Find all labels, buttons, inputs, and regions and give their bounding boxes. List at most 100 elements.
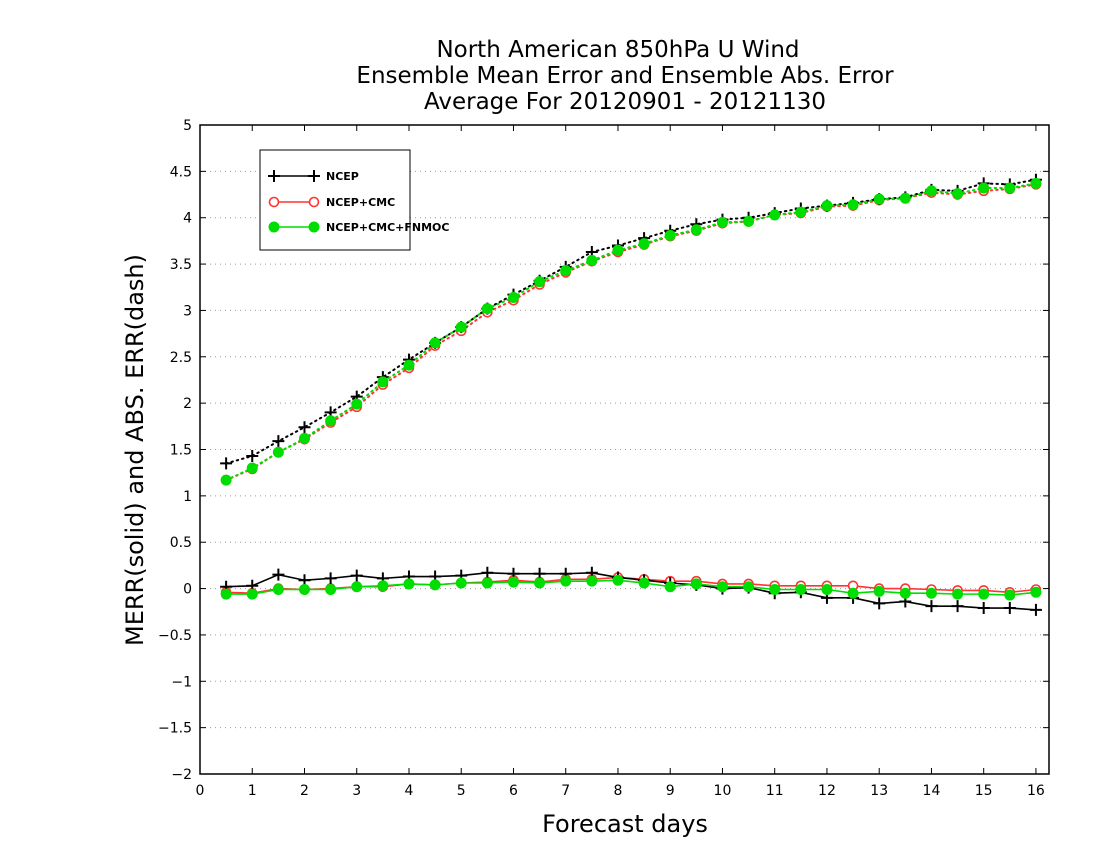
- merr-point-ncep-cmc-fnmoc: [743, 581, 755, 593]
- abs-err-point-ncep-cmc-fnmoc: [638, 238, 650, 250]
- merr-point-ncep-cmc-fnmoc: [560, 575, 572, 587]
- series-lines: [220, 173, 1042, 616]
- merr-point-ncep-cmc-fnmoc: [925, 587, 937, 599]
- merr-point-ncep-cmc-fnmoc: [821, 583, 833, 595]
- x-tick-label: 16: [1027, 783, 1045, 799]
- abs-err-point-ncep-cmc-fnmoc: [821, 200, 833, 212]
- merr-point-ncep-cmc-fnmoc: [481, 577, 493, 589]
- x-tick-label: 0: [196, 783, 205, 799]
- x-axis-label: Forecast days: [542, 810, 708, 838]
- abs-err-point-ncep-cmc-fnmoc: [272, 446, 284, 458]
- abs-err-point-ncep-cmc-fnmoc: [560, 265, 572, 277]
- x-tick-label: 11: [766, 783, 784, 799]
- abs-err-point-ncep-cmc-fnmoc: [612, 244, 624, 256]
- merr-point-ncep-cmc-fnmoc: [403, 578, 415, 590]
- merr-point-ncep-cmc-fnmoc: [873, 585, 885, 597]
- merr-point-ncep-cmc-fnmoc: [690, 578, 702, 590]
- x-tick-label: 10: [714, 783, 732, 799]
- merr-point-ncep-cmc-fnmoc: [377, 580, 389, 592]
- title-line-1: North American 850hPa U Wind: [436, 37, 799, 63]
- merr-point-ncep-cmc-fnmoc: [899, 587, 911, 599]
- merr-point-ncep: [1003, 602, 1016, 615]
- abs-err-point-ncep-cmc-fnmoc: [246, 462, 258, 474]
- merr-point-ncep: [350, 569, 363, 582]
- x-tick-label: 2: [300, 783, 309, 799]
- x-tick-label: 3: [352, 783, 361, 799]
- abs-err-point-ncep-cmc-fnmoc: [873, 193, 885, 205]
- legend-label: NCEP+CMC+FNMOC: [326, 221, 449, 234]
- title-line-2: Ensemble Mean Error and Ensemble Abs. Er…: [356, 63, 894, 89]
- y-axis-label: MERR(solid) and ABS. ERR(dash): [121, 254, 149, 646]
- x-tick-label: 9: [666, 783, 675, 799]
- legend-label: NCEP: [326, 170, 359, 183]
- x-tick-label: 4: [405, 783, 414, 799]
- chart-title: North American 850hPa U Wind Ensemble Me…: [356, 37, 894, 115]
- y-tick-label: 4: [183, 211, 192, 227]
- legend-box: [259, 149, 411, 251]
- y-tick-label: 0: [183, 582, 192, 598]
- abs-err-point-ncep-cmc-fnmoc: [351, 398, 363, 410]
- abs-err-point-ncep-cmc-fnmoc: [325, 415, 337, 427]
- merr-point-ncep-cmc-fnmoc: [298, 583, 310, 595]
- abs-err-point-ncep-cmc-fnmoc: [978, 182, 990, 194]
- merr-point-ncep: [925, 600, 938, 613]
- abs-err-point-ncep-cmc-fnmoc: [429, 337, 441, 349]
- merr-line-ncep-cmc-fnmoc: [226, 579, 1037, 596]
- abs-err-point-ncep: [220, 457, 233, 470]
- y-tick-label: 1.5: [170, 443, 192, 459]
- merr-point-ncep-cmc-fnmoc: [429, 579, 441, 591]
- merr-point-ncep-cmc-fnmoc: [664, 581, 676, 593]
- abs-err-point-ncep-cmc-fnmoc: [952, 188, 964, 200]
- merr-point-ncep-cmc-fnmoc: [1030, 586, 1042, 598]
- legend-marker: [268, 170, 280, 182]
- merr-point-ncep-cmc-fnmoc: [716, 581, 728, 593]
- merr-point-ncep-cmc-fnmoc: [952, 588, 964, 600]
- legend-entries: NCEP NCEP+CMC NCEP+CMC+FNMOC: [268, 170, 449, 234]
- merr-point-ncep-cmc-fnmoc: [847, 587, 859, 599]
- x-tick-label: 8: [614, 783, 623, 799]
- abs-err-point-ncep-cmc-fnmoc: [899, 192, 911, 204]
- merr-line-ncep: [226, 572, 1036, 611]
- y-tick-label: 1: [183, 489, 192, 505]
- y-tick-label: 3.5: [170, 257, 192, 273]
- abs-err-point-ncep-cmc-fnmoc: [455, 321, 467, 333]
- merr-point-ncep-cmc-fnmoc: [507, 576, 519, 588]
- abs-err-point-ncep: [272, 435, 285, 448]
- abs-err-point-ncep-cmc-fnmoc: [481, 303, 493, 315]
- legend: NCEP NCEP+CMC NCEP+CMC+FNMOC: [259, 149, 449, 251]
- merr-point-ncep-cmc-fnmoc: [325, 583, 337, 595]
- y-tick-label: 3: [183, 303, 192, 319]
- merr-point-ncep: [481, 566, 494, 579]
- abs-err-point-ncep-cmc-fnmoc: [795, 206, 807, 218]
- legend-marker: [268, 196, 280, 208]
- merr-point-ncep: [324, 572, 337, 585]
- merr-point-ncep-cmc-fnmoc: [769, 583, 781, 595]
- merr-point-ncep: [272, 568, 285, 581]
- merr-point-ncep: [977, 602, 990, 615]
- merr-line-ncep-cmc: [226, 576, 1037, 595]
- y-tick-label: 0.5: [170, 535, 192, 551]
- legend-marker: [308, 221, 320, 233]
- x-tick-label: 1: [248, 783, 257, 799]
- gridlines: [200, 170, 1049, 729]
- merr-point-ncep: [951, 600, 964, 613]
- abs-err-point-ncep-cmc-fnmoc: [716, 216, 728, 228]
- merr-point-ncep-cmc-fnmoc: [246, 588, 258, 600]
- legend-label: NCEP+CMC: [326, 196, 395, 209]
- abs-err-point-ncep-cmc-fnmoc: [743, 215, 755, 227]
- merr-point-ncep-cmc-fnmoc: [612, 574, 624, 586]
- abs-err-point-ncep-cmc-fnmoc: [220, 474, 232, 486]
- abs-err-point-ncep-cmc-fnmoc: [1004, 182, 1016, 194]
- x-tick-label: 15: [975, 783, 993, 799]
- y-tick-label: −1: [171, 674, 192, 690]
- merr-point-ncep-cmc-fnmoc: [586, 575, 598, 587]
- legend-marker: [308, 170, 320, 182]
- y-tick-label: −2: [171, 767, 192, 783]
- abs-err-point-ncep-cmc-fnmoc: [847, 199, 859, 211]
- x-tick-label: 7: [561, 783, 570, 799]
- merr-point-ncep: [873, 597, 886, 610]
- abs-err-point-ncep-cmc-fnmoc: [664, 229, 676, 241]
- abs-err-point-ncep-cmc-fnmoc: [298, 432, 310, 444]
- legend-marker: [268, 221, 280, 233]
